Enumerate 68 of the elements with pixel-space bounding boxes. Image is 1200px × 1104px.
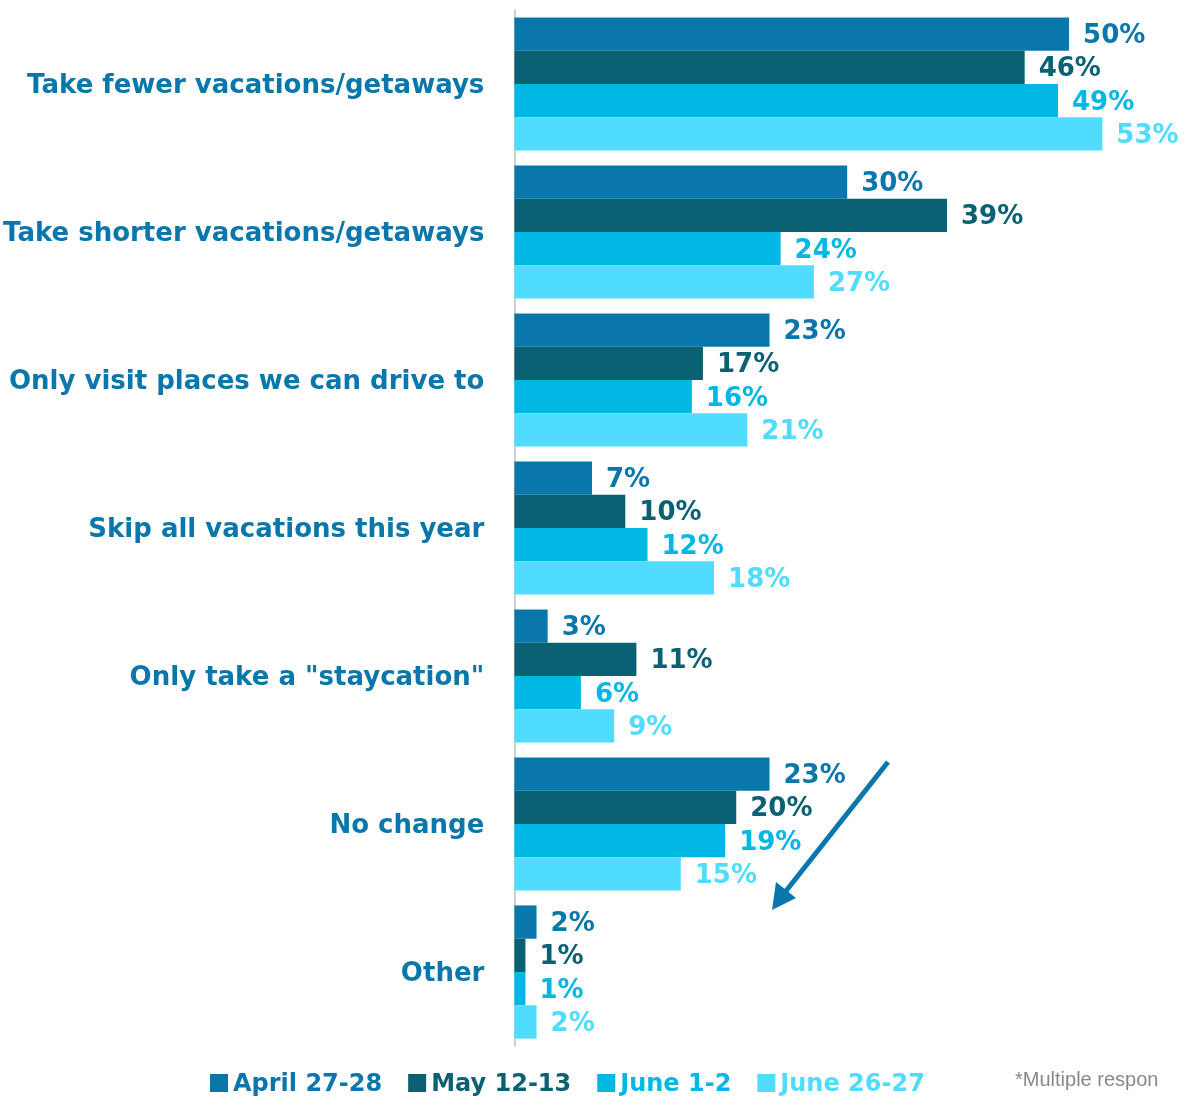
y-tick-label: Skip all vacations this year	[88, 513, 485, 543]
data-label: 17%	[716, 348, 780, 379]
bar	[514, 757, 770, 791]
bar	[514, 165, 848, 199]
bar	[514, 824, 726, 858]
data-label: 20%	[750, 792, 813, 823]
legend-label: May 12-13	[431, 1069, 572, 1097]
bar	[514, 609, 548, 643]
y-tick-label: Only visit places we can drive to	[8, 365, 485, 395]
bar	[514, 84, 1058, 118]
data-label: 2%	[550, 907, 595, 938]
data-label: 10%	[639, 496, 702, 527]
data-label: 50%	[1083, 19, 1146, 50]
data-label: 16%	[705, 381, 769, 412]
y-tick-label: No change	[329, 809, 485, 839]
data-label: 39%	[961, 200, 1024, 231]
bar	[514, 938, 526, 972]
bar	[514, 905, 537, 939]
y-tick-label: Take shorter vacations/getaways	[3, 217, 485, 247]
bar	[514, 50, 1025, 84]
data-label: 30%	[861, 167, 924, 198]
data-label: 18%	[728, 562, 791, 593]
bar	[514, 528, 648, 562]
bar	[514, 561, 715, 595]
bar	[514, 17, 1070, 51]
bar	[514, 857, 681, 891]
data-label: 1%	[539, 973, 584, 1004]
data-label: 15%	[694, 858, 757, 889]
bar	[514, 265, 814, 299]
y-tick-label: Take fewer vacations/getaways	[27, 69, 485, 99]
bar	[514, 676, 581, 710]
bar	[514, 1005, 537, 1039]
bar	[514, 494, 626, 528]
bar	[514, 232, 781, 266]
data-label: 6%	[594, 677, 640, 708]
y-tick-label: Only take a "staycation"	[129, 661, 485, 691]
data-label: 27%	[827, 266, 891, 297]
data-label: 7%	[606, 463, 651, 494]
bar	[514, 117, 1103, 151]
bar	[514, 198, 948, 232]
bar	[514, 461, 593, 495]
data-label: 1%	[539, 940, 584, 971]
data-label: 19%	[739, 825, 802, 856]
legend-label: June 26-27	[778, 1069, 925, 1097]
text: *Multiple respon	[1015, 1068, 1159, 1091]
data-label: 46%	[1038, 52, 1101, 83]
bar	[514, 972, 526, 1006]
data-label: 12%	[661, 529, 724, 560]
bar	[514, 413, 748, 447]
data-label: 23%	[783, 759, 846, 790]
data-label: 2%	[550, 1006, 595, 1037]
legend-label: April 27-28	[233, 1069, 383, 1097]
data-label: 24%	[794, 233, 857, 264]
data-label: 21%	[761, 414, 824, 445]
bar	[514, 642, 637, 676]
data-label: 11%	[650, 644, 713, 675]
data-label: 49%	[1071, 85, 1135, 116]
bar	[514, 380, 692, 414]
y-tick-label: Other	[400, 957, 485, 987]
bar	[514, 709, 615, 743]
data-label: 9%	[628, 710, 673, 741]
bar	[514, 790, 737, 824]
legend-label: June 1-2	[618, 1069, 732, 1097]
data-label: 53%	[1116, 118, 1179, 149]
bar	[514, 313, 770, 347]
data-label: 3%	[561, 611, 606, 642]
bar	[514, 346, 703, 380]
data-label: 23%	[783, 315, 846, 346]
